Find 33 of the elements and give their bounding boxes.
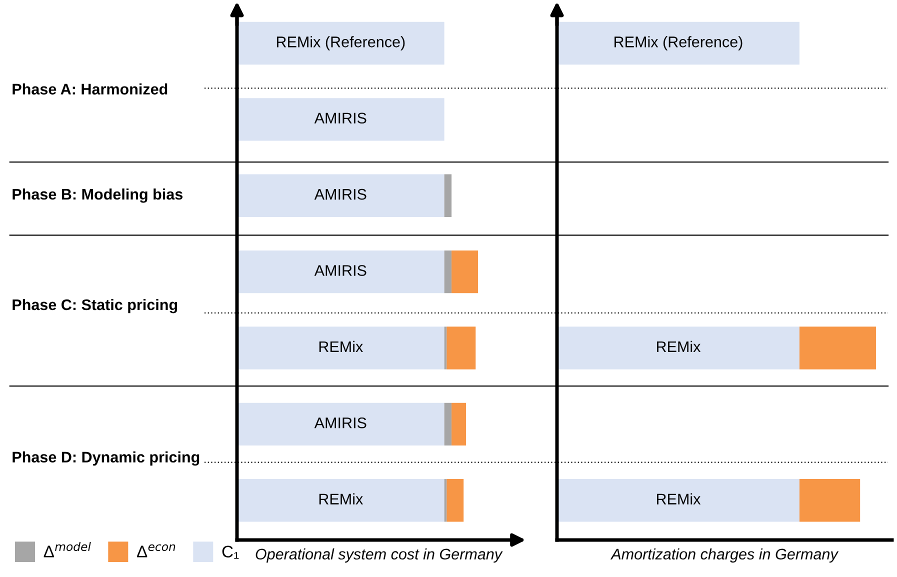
bar [446, 479, 464, 522]
text: Phase C: Static pricing [12, 298, 178, 314]
y-tick-label: REMix [657, 493, 701, 504]
bar [446, 326, 476, 370]
y-tick-label: AMIRIS [314, 112, 366, 124]
bar [452, 402, 466, 446]
y-tick-label: REMix (Reference) [614, 36, 742, 50]
bar [237, 326, 444, 370]
y-tick-label: AMIRIS [314, 188, 366, 200]
legend-label: Δ$^{econ}$ [136, 544, 176, 558]
bar [237, 98, 444, 141]
text: Phase B: Modeling bias [12, 188, 183, 203]
bar [237, 479, 444, 522]
bar [444, 402, 452, 446]
text: Phase A: Harmonized [12, 83, 168, 95]
y-tick-label: AMIRIS [314, 265, 366, 276]
x-axis-title: Amortization charges in Germany [610, 548, 839, 563]
y-tick-label: REMix [657, 340, 701, 352]
bar [237, 22, 444, 65]
y-tick-label: REMix [319, 340, 363, 352]
y-tick-label: REMix (Reference) [276, 36, 405, 50]
y-tick-label: AMIRIS [314, 417, 366, 428]
legend-label: Δ$^{model}$ [44, 542, 91, 558]
y-tick-label: REMix [319, 493, 363, 504]
bar [444, 174, 452, 217]
legend-label: C₁ [222, 546, 239, 559]
bar [237, 174, 444, 217]
x-axis-title: Operational system cost in Germany [256, 548, 503, 563]
bar [444, 250, 452, 294]
text: Phase D: Dynamic pricing [12, 451, 200, 466]
bar [237, 402, 444, 446]
bar [237, 250, 444, 294]
bar [452, 250, 478, 294]
